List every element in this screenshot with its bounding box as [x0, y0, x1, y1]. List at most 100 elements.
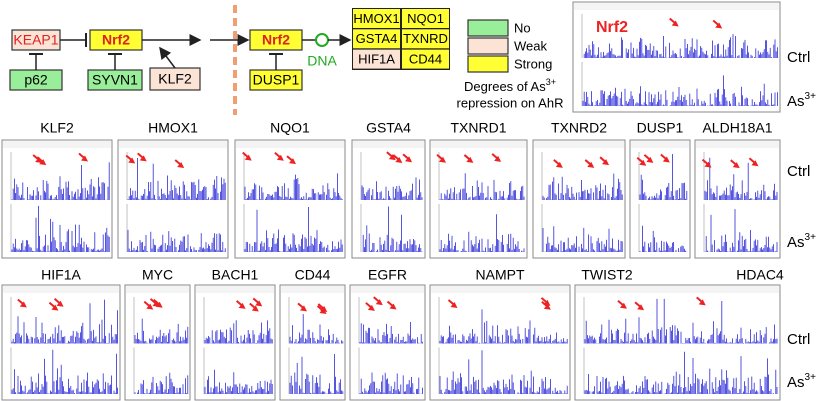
signal-track [289, 354, 344, 394]
nrf2-title: Nrf2 [596, 19, 628, 36]
signal-track [204, 320, 273, 344]
browser-header [236, 141, 344, 148]
target-label: CD44 [409, 52, 442, 67]
signal-track [439, 214, 525, 252]
signal-track [204, 369, 273, 394]
legend-label: Weak [514, 38, 547, 53]
signal-track [361, 206, 423, 252]
gene-label: HIF1A [41, 267, 81, 283]
peak-arrow-head [619, 302, 627, 309]
peak-arrow-head [51, 304, 59, 311]
gene-label: CD44 [295, 267, 331, 283]
peak-arrow-head [450, 301, 458, 308]
peak-arrow-head [704, 161, 712, 168]
peak-arrow-head [587, 161, 595, 168]
browser-header [431, 141, 526, 148]
syvn1: SYVN1 [92, 72, 138, 88]
treated-label: As3+ [787, 232, 816, 251]
signal-track [361, 177, 423, 200]
peak-arrow-head [466, 156, 474, 163]
gene-label: GSTA4 [366, 120, 411, 136]
gene-label: TXNRD2 [551, 120, 607, 136]
gene-label: TXNRD1 [450, 120, 506, 136]
peak-arrow-head [139, 155, 147, 162]
peak-arrow-head [177, 162, 185, 169]
peak-arrow-head [238, 302, 246, 309]
dna: DNA [307, 53, 337, 69]
peak-arrow-head [389, 303, 397, 310]
gene-label: TWIST2 [581, 267, 633, 283]
gene-label: EGFR [368, 267, 407, 283]
signal-track [244, 173, 343, 200]
gene-label: HMOX1 [148, 120, 198, 136]
target-box [353, 29, 400, 49]
signal-track [127, 158, 226, 200]
peak-arrow-head [289, 158, 297, 165]
browser-panel [1, 139, 113, 259]
signal-track [11, 162, 110, 200]
browser-header [631, 141, 689, 148]
peak-arrow-head [639, 159, 647, 166]
peak-arrow-head [276, 154, 284, 161]
peak-arrow-head [300, 305, 308, 312]
signal-track [11, 299, 118, 344]
gene-label: BACH1 [212, 267, 259, 283]
peak-arrow-head [255, 300, 263, 307]
pathway: KEAP1 Nrf2 p62 SYVN1 KLF2 Nrf2 DUSP1 DNA… [9, 5, 450, 115]
nrf2: Nrf2 [102, 32, 130, 48]
signal-track [583, 34, 778, 58]
peak-arrow-head [367, 304, 375, 311]
peak-arrow-head [395, 157, 403, 164]
legend-caption: repression on AhR [457, 95, 564, 110]
signal-track [439, 173, 525, 200]
target-box [402, 29, 449, 49]
legend: No Weak Strong Degrees of As3+ repressio… [457, 19, 564, 110]
peak-arrow-head [662, 156, 670, 163]
peak-arrow-head [244, 154, 252, 161]
signal-track [439, 309, 568, 344]
browser-header [534, 141, 624, 148]
peak-arrow-head [39, 159, 47, 166]
browser-header [3, 286, 119, 293]
peak-arrow-head [19, 301, 27, 308]
tracks: KLF2 HMOX1 NQO1 GSTA4 TXNRD1 TXNRD2 DUSP1 ALDH1… [1, 1, 784, 401]
browser-header [351, 286, 424, 293]
target-label: GSTA4 [356, 31, 398, 46]
peak-arrow-head [128, 157, 136, 164]
signal-track [582, 75, 778, 106]
peak-arrow-head [732, 162, 740, 169]
browser-header [281, 286, 344, 293]
peak-arrow-head [439, 156, 447, 163]
gene-label: DUSP1 [637, 120, 684, 136]
peak-arrow-head [80, 155, 88, 162]
target-box [353, 49, 400, 69]
ctrl-label: Ctrl [787, 163, 810, 180]
gene-label: KLF2 [40, 120, 74, 136]
browser-header [431, 286, 569, 293]
gene-label: NAMPT [476, 267, 525, 283]
signal-track [584, 351, 778, 394]
treated-label: As3+ [787, 372, 816, 391]
peak-arrow-head [543, 303, 551, 310]
peak-arrow-head [646, 156, 654, 163]
gene-label: MYC [142, 267, 173, 283]
target-box [402, 9, 449, 28]
browser-header [353, 141, 424, 148]
peak-arrow-head [671, 20, 679, 27]
peak-arrow-head [146, 303, 154, 310]
p62: p62 [24, 72, 48, 88]
legend-caption: Degrees of As3+ [464, 77, 556, 94]
target-label: TXNRD [403, 31, 448, 46]
signal-track [134, 372, 189, 394]
browser-header [196, 286, 274, 293]
signal-track [11, 349, 118, 394]
signal-track [542, 173, 623, 200]
signal-track [11, 205, 110, 252]
peak-arrow-head [319, 308, 327, 315]
browser-header [696, 141, 779, 148]
peak-arrow-head [388, 154, 396, 161]
nrf2: Nrf2 [262, 32, 290, 48]
browser-header [574, 3, 779, 10]
peak-arrow-head [35, 156, 43, 163]
